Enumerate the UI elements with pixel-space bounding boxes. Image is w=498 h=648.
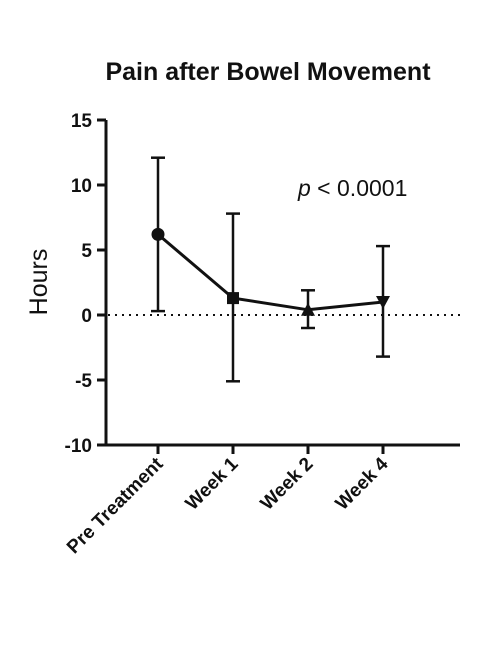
p-value-annotation: p < 0.0001	[297, 175, 407, 201]
x-tick-label: Pre Treatment	[63, 453, 168, 558]
y-tick-label: 5	[81, 241, 92, 262]
x-tick-label: Week 2	[257, 454, 318, 515]
p-value-text: < 0.0001	[311, 175, 408, 201]
x-tick-label: Week 1	[182, 453, 243, 514]
data-point-square	[227, 292, 239, 305]
data-point-triangle-down	[376, 296, 390, 309]
x-axis-ticks: Pre Treatment Week 1 Week 2 Week 4	[63, 445, 393, 558]
p-symbol: p	[297, 175, 311, 201]
chart-title: Pain after Bowel Movement	[105, 58, 431, 86]
y-axis-ticks: 15 10 5 0 -5 -10	[65, 111, 106, 457]
data-point-circle	[151, 227, 165, 241]
y-tick-label: -10	[65, 436, 92, 457]
y-tick-label: 0	[81, 306, 92, 327]
y-tick-label: -5	[75, 371, 92, 392]
series-line	[157, 233, 384, 312]
data-markers	[151, 227, 390, 316]
data-point-triangle-up	[301, 302, 315, 316]
x-tick-label: Week 4	[332, 453, 393, 514]
y-tick-label: 15	[71, 111, 93, 132]
y-tick-label: 10	[71, 176, 92, 197]
y-axis-label: Hours	[25, 249, 53, 316]
